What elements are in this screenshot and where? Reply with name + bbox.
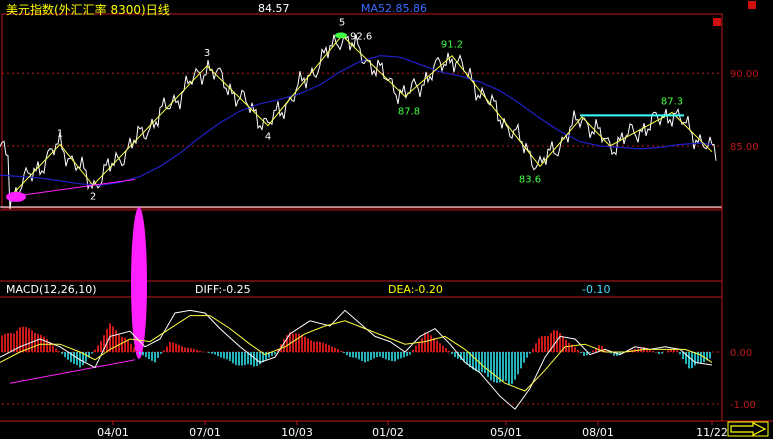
wave-label: 3 (204, 48, 210, 59)
wave-label: 91.2 (441, 40, 463, 51)
wave-label: 2 (90, 191, 96, 202)
signal-marker (131, 207, 147, 359)
chart-title: 美元指数(外汇汇率 8300)日线 (6, 3, 170, 17)
macd-diff-value: DIFF:-0.25 (195, 283, 251, 296)
wave-label: 5 (339, 17, 345, 28)
wave-label: 83.6 (519, 174, 541, 185)
scroll-right-arrow-icon[interactable] (727, 421, 769, 437)
wave-label: 87.8 (398, 106, 420, 117)
date-label: 10/03 (281, 426, 313, 439)
date-label: 08/01 (582, 426, 614, 439)
divergence-line-price (9, 178, 136, 198)
bottom-marker (6, 191, 26, 202)
wave-label: 87.3 (661, 97, 683, 108)
ma-series-line (0, 55, 713, 186)
date-label: 07/01 (189, 426, 221, 439)
price-tick-label: 90.00 (730, 69, 759, 80)
price-panel-frame (1, 13, 723, 209)
macd-tick-label: 0.00 (730, 348, 752, 359)
peak-marker (335, 32, 347, 39)
wave-label: 4 (265, 132, 271, 143)
ma-value-label: MA52.85.86 (361, 2, 427, 15)
price-series-line (0, 34, 717, 210)
peak-value-label: 92.6 (350, 31, 372, 42)
macd-value: -0.10 (582, 283, 611, 296)
macd-title: MACD(12,26,10) (6, 283, 97, 296)
window-close-icon[interactable] (748, 1, 756, 9)
date-label: 11/22 (696, 426, 728, 439)
date-label: 01/02 (372, 426, 404, 439)
macd-dea-line (0, 315, 713, 392)
panel-marker-icon (713, 18, 721, 26)
divergence-line-macd (9, 359, 136, 384)
last-price-value: 84.57 (258, 2, 290, 15)
price-tick-label: 85.00 (730, 142, 759, 153)
macd-dea-value: DEA:-0.20 (388, 283, 443, 296)
macd-diff-line (0, 309, 713, 410)
wave-label: 1 (57, 129, 63, 140)
date-label: 04/01 (97, 426, 129, 439)
macd-tick-label: -1.00 (730, 400, 756, 411)
date-label: 05/01 (490, 426, 522, 439)
